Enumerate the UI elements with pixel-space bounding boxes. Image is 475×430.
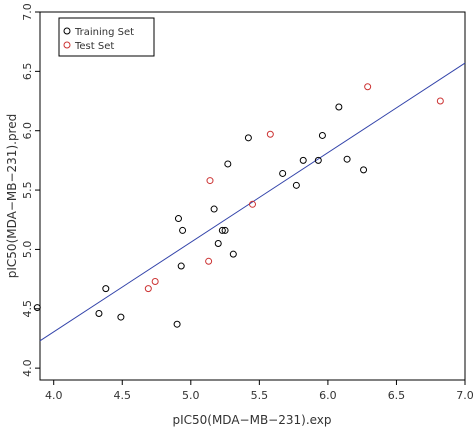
series-training-set bbox=[33, 103, 368, 328]
y-tick-label-2: 4.5 bbox=[21, 300, 34, 318]
training-point-2 bbox=[95, 310, 103, 318]
x-tick-label-2: 4.5 bbox=[114, 389, 132, 402]
fit-line-layer bbox=[39, 62, 466, 342]
training-point-22 bbox=[343, 155, 351, 163]
training-point-14 bbox=[229, 250, 237, 258]
training-point-10 bbox=[214, 239, 222, 247]
training-point-18 bbox=[299, 156, 307, 164]
training-point-17 bbox=[292, 181, 300, 189]
training-point-19 bbox=[314, 156, 322, 164]
training-point-6 bbox=[174, 215, 182, 223]
training-point-9 bbox=[210, 205, 218, 213]
test-point-8 bbox=[436, 97, 444, 105]
test-point-7 bbox=[364, 83, 372, 91]
training-point-5 bbox=[173, 320, 181, 328]
legend: Training Set Test Set bbox=[58, 17, 155, 57]
legend-marker-training bbox=[63, 27, 71, 35]
training-point-12 bbox=[221, 226, 229, 234]
training-point-13 bbox=[224, 160, 232, 168]
training-point-3 bbox=[102, 285, 110, 293]
training-point-20 bbox=[318, 131, 326, 139]
test-point-1 bbox=[144, 285, 152, 293]
points-layer bbox=[33, 83, 444, 328]
test-point-3 bbox=[205, 257, 213, 265]
y-axis-label: pIC50(MDA−MB−231).pred bbox=[5, 114, 19, 278]
legend-label-test: Test Set bbox=[74, 41, 114, 52]
training-point-4 bbox=[117, 313, 125, 321]
y-tick-label-3: 5.0 bbox=[21, 241, 34, 259]
x-tick-label-5: 6.0 bbox=[319, 389, 337, 402]
training-point-1 bbox=[33, 304, 41, 312]
x-tick-label-3: 5.0 bbox=[182, 389, 200, 402]
training-point-15 bbox=[244, 134, 252, 142]
x-tick-label-4: 5.5 bbox=[251, 389, 269, 402]
fit-line bbox=[39, 62, 466, 342]
legend-label-training: Training Set bbox=[74, 27, 134, 38]
training-point-8 bbox=[179, 226, 187, 234]
test-point-6 bbox=[266, 130, 274, 138]
series-test-set bbox=[144, 83, 444, 293]
training-point-21 bbox=[335, 103, 343, 111]
test-point-5 bbox=[249, 200, 256, 208]
legend-marker-test bbox=[63, 41, 71, 49]
x-tick-label-1: 4.0 bbox=[45, 389, 63, 402]
y-tick-label-7: 7.0 bbox=[21, 3, 34, 21]
test-point-2 bbox=[151, 277, 159, 285]
y-tick-label-5: 6.0 bbox=[21, 122, 34, 140]
y-tick-label-6: 6.5 bbox=[21, 63, 34, 81]
legend-box bbox=[58, 17, 155, 57]
training-point-23 bbox=[360, 166, 368, 174]
x-axis: 4.0 4.5 5.0 5.5 6.0 6.5 7.0 bbox=[45, 380, 474, 402]
training-point-7 bbox=[177, 262, 185, 270]
training-point-11 bbox=[218, 226, 226, 234]
test-point-4 bbox=[206, 177, 214, 185]
y-tick-label-4: 5.5 bbox=[21, 181, 34, 199]
y-tick-label-1: 4.0 bbox=[21, 359, 34, 377]
y-axis: 4.0 4.5 5.0 5.5 6.0 6.5 7.0 bbox=[21, 3, 40, 377]
plot-frame bbox=[39, 11, 466, 381]
x-tick-label-6: 6.5 bbox=[388, 389, 406, 402]
training-point-16 bbox=[279, 169, 287, 177]
x-tick-label-7: 7.0 bbox=[456, 389, 474, 402]
x-axis-label: pIC50(MDA−MB−231).exp bbox=[172, 413, 331, 427]
